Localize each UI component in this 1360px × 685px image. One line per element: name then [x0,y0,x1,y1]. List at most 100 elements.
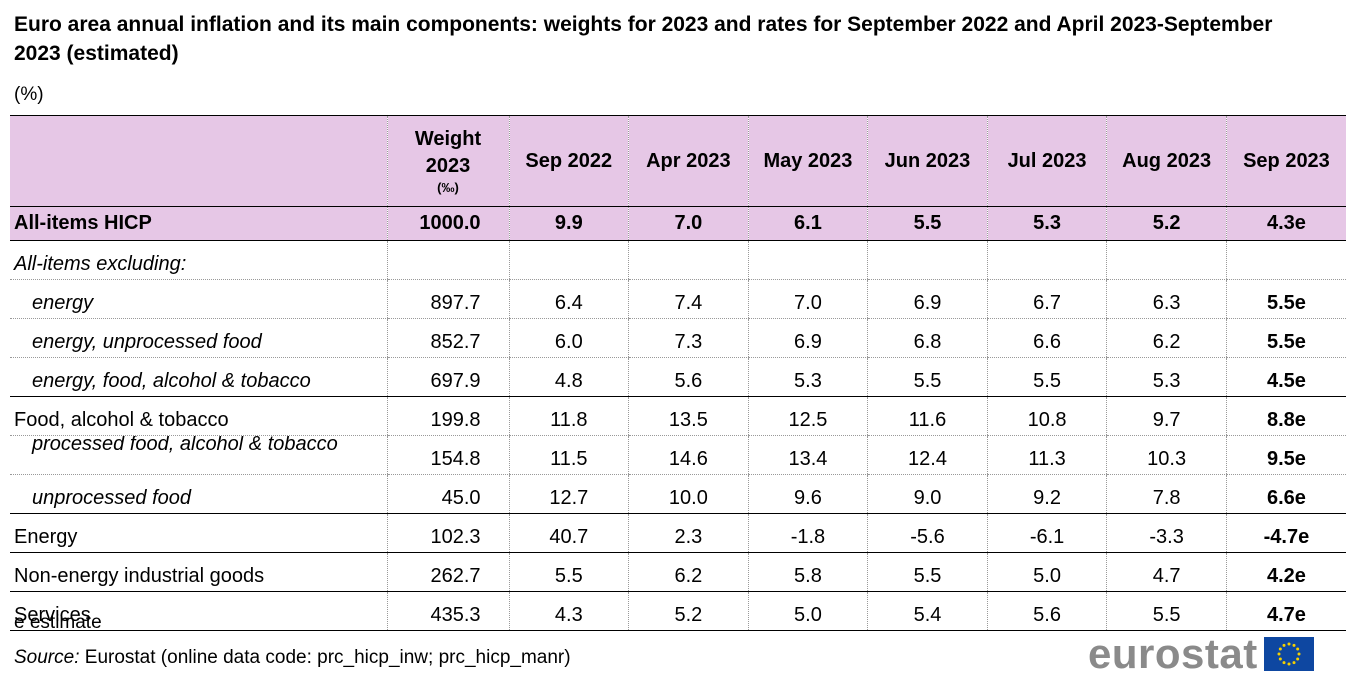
row-value: 5.2 [1106,206,1227,241]
row-weight: 102.3 [386,513,510,553]
source-label: Source: [14,647,80,668]
eu-star-icon [1278,657,1282,661]
row-value: 5.5e [1225,318,1346,358]
eu-star-icon [1287,662,1291,666]
inflation-table: Weight 2023 (‰) Sep 2022 Apr 2023 May 20… [10,115,1346,631]
footnote: e estimate [14,612,102,633]
row-value: 10.8 [986,396,1107,436]
row-weight: 897.7 [386,279,510,319]
row-label: All-items HICP [10,206,388,241]
row-value: 5.0 [747,591,868,631]
row-value: -3.3 [1106,513,1227,553]
row-value: 7.4 [628,279,749,319]
row-value: -6.1 [986,513,1107,553]
row-label: unprocessed food [10,474,388,514]
row-value: 6.1 [747,206,868,241]
row-value: 5.3 [1106,357,1227,397]
header-weight: Weight 2023 (‰) [386,115,510,207]
table-row: Energy 102.3 40.7 2.3 -1.8 -5.6 -6.1 -3.… [10,513,1346,553]
row-value: 10.0 [628,474,749,514]
row-label: Food, alcohol & tobacco [10,396,388,436]
row-value: 9.6 [747,474,868,514]
row-value: 5.5 [867,552,988,592]
row-label: energy, unprocessed food [10,318,388,358]
eurostat-logo: eurostat [1088,633,1314,675]
row-value: 6.8 [867,318,988,358]
row-value: 4.5e [1225,357,1346,397]
row-value: 40.7 [508,513,629,553]
row-label: All-items excluding: [10,240,388,280]
row-value: 6.2 [1106,318,1227,358]
eu-star-icon [1292,643,1296,647]
header-col-3: May 2023 [747,115,868,207]
row-value: 5.3 [986,206,1107,241]
row-weight: 45.0 [386,474,510,514]
row-value: 5.5 [508,552,629,592]
row-value: 7.0 [747,279,868,319]
row-label: energy [10,279,388,319]
row-value: 5.5e [1225,279,1346,319]
row-value: 4.3 [508,591,629,631]
row-weight: 435.3 [386,591,510,631]
table-row: energy 897.7 6.4 7.4 7.0 6.9 6.7 6.3 5.5… [10,279,1346,319]
eu-star-icon [1297,652,1301,656]
eu-star-icon [1295,657,1299,661]
header-col-2: Apr 2023 [628,115,749,207]
row-weight: 697.9 [386,357,510,397]
row-value: 13.5 [628,396,749,436]
header-weight-line2: 2023 [425,155,471,177]
row-label: processed food, alcohol & tobacco [10,435,388,475]
eu-star-icon [1282,661,1286,665]
row-value: 10.3 [1106,435,1227,475]
row-value: 12.7 [508,474,629,514]
row-value: 5.5 [986,357,1107,397]
header-col-6: Aug 2023 [1106,115,1227,207]
source-note: Source: Eurostat (online data code: prc_… [14,647,571,669]
row-value: 7.0 [628,206,749,241]
row-value: 5.5 [867,357,988,397]
eu-star-icon [1292,661,1296,665]
table-row: All-items HICP 1000.0 9.9 7.0 6.1 5.5 5.… [10,206,1346,241]
row-value: 11.6 [867,396,988,436]
table-row: Non-energy industrial goods 262.7 5.5 6.… [10,552,1346,592]
row-label: Energy [10,513,388,553]
header-col-5: Jul 2023 [986,115,1107,207]
row-weight: 154.8 [386,435,510,475]
row-weight: 1000.0 [386,206,510,241]
row-value: 6.4 [508,279,629,319]
row-value: 9.0 [867,474,988,514]
row-value: 9.5e [1225,435,1346,475]
eu-star-icon [1282,643,1286,647]
table-title: Euro area annual inflation and its main … [14,13,1273,65]
row-value: -1.8 [747,513,868,553]
row-value: 5.3 [747,357,868,397]
row-value: 5.6 [628,357,749,397]
row-value: 4.3e [1225,206,1346,241]
eu-star-icon [1277,652,1281,656]
row-value: 12.4 [867,435,988,475]
eu-flag-icon [1263,637,1314,671]
header-label-cell [10,115,388,207]
row-value: 4.7e [1225,591,1346,631]
header-col-1: Sep 2022 [508,115,629,207]
row-value: 12.5 [747,396,868,436]
row-label: energy, food, alcohol & tobacco [10,357,388,397]
header-col-7: Sep 2023 [1225,115,1346,207]
row-value: 4.8 [508,357,629,397]
row-value: 7.8 [1106,474,1227,514]
row-value: 6.9 [747,318,868,358]
table-row: unprocessed food 45.0 12.7 10.0 9.6 9.0 … [10,474,1346,514]
table-row: energy, food, alcohol & tobacco 697.9 4.… [10,357,1346,397]
unit-label: (%) [14,84,44,105]
table-row: Services 435.3 4.3 5.2 5.0 5.4 5.6 5.5 4… [10,591,1346,631]
eu-star-icon [1278,647,1282,651]
row-value: 6.9 [867,279,988,319]
row-value: 4.7 [1106,552,1227,592]
eu-star-icon [1287,642,1291,646]
row-value: 6.3 [1106,279,1227,319]
source-text: Eurostat (online data code: prc_hicp_inw… [84,647,571,668]
row-value: 4.2e [1225,552,1346,592]
row-value: 6.6 [986,318,1107,358]
row-value: 5.6 [986,591,1107,631]
row-value: 7.3 [628,318,749,358]
